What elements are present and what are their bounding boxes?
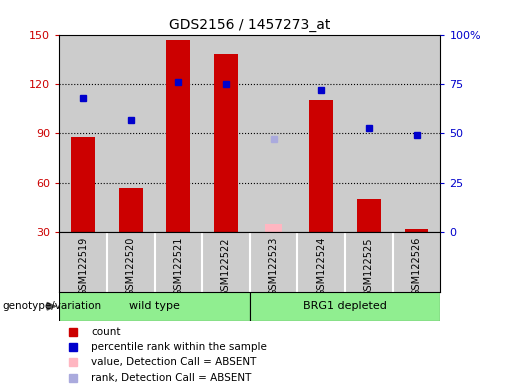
Bar xyxy=(310,101,333,232)
Bar xyxy=(166,40,190,232)
Text: GSM122522: GSM122522 xyxy=(221,237,231,296)
Text: wild type: wild type xyxy=(129,301,180,311)
Title: GDS2156 / 1457273_at: GDS2156 / 1457273_at xyxy=(169,18,331,32)
Text: GSM122526: GSM122526 xyxy=(411,237,421,296)
Text: GSM122523: GSM122523 xyxy=(269,237,279,296)
Bar xyxy=(119,188,143,232)
Bar xyxy=(214,55,238,232)
Bar xyxy=(357,199,381,232)
Text: genotype/variation: genotype/variation xyxy=(3,301,101,311)
Text: count: count xyxy=(91,327,121,337)
Text: GSM122524: GSM122524 xyxy=(316,237,326,296)
Text: GSM122519: GSM122519 xyxy=(78,237,88,296)
Bar xyxy=(250,292,440,321)
Text: percentile rank within the sample: percentile rank within the sample xyxy=(91,342,267,352)
Text: GSM122520: GSM122520 xyxy=(126,237,135,296)
Bar xyxy=(265,224,282,232)
Text: GSM122521: GSM122521 xyxy=(174,237,183,296)
Text: BRG1 depleted: BRG1 depleted xyxy=(303,301,387,311)
Text: rank, Detection Call = ABSENT: rank, Detection Call = ABSENT xyxy=(91,373,251,383)
Bar xyxy=(405,229,428,232)
Text: value, Detection Call = ABSENT: value, Detection Call = ABSENT xyxy=(91,358,256,367)
Text: GSM122525: GSM122525 xyxy=(364,237,374,296)
Bar xyxy=(71,137,95,232)
Bar xyxy=(59,292,250,321)
